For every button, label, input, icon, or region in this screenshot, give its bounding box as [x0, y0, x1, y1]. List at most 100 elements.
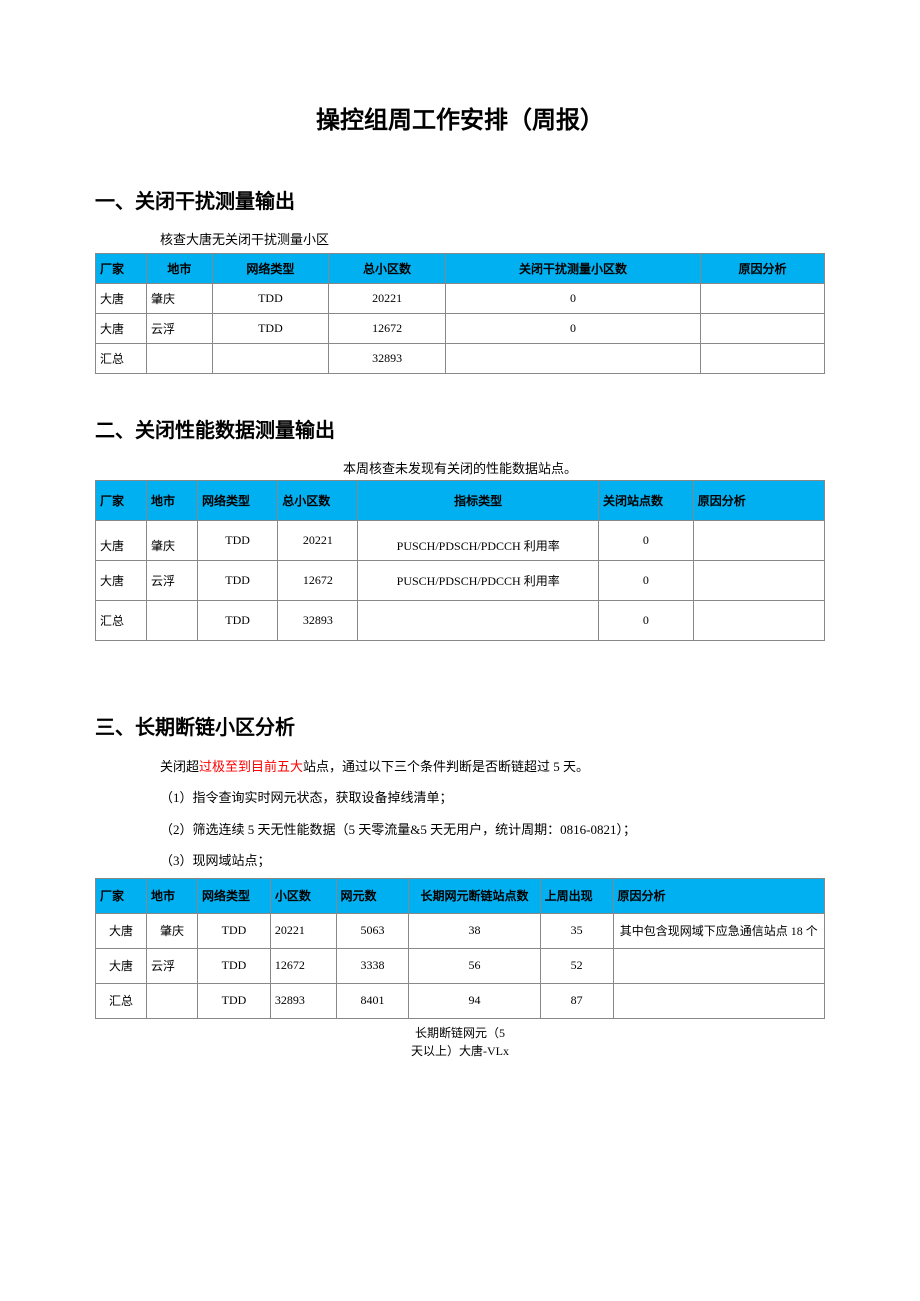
cell-city — [147, 983, 198, 1018]
page-title: 操控组周工作安排（周报） — [95, 100, 825, 135]
table3-col-cells: 小区数 — [270, 878, 336, 913]
cell-metric: PUSCH/PDSCH/PDCCH 利用率 — [358, 561, 599, 601]
cell-reason — [693, 561, 824, 601]
cell-city: 云浮 — [147, 948, 198, 983]
table-row: 汇总 TDD 32893 8401 94 87 — [96, 983, 825, 1018]
cell-closed: 0 — [445, 284, 700, 314]
cell-reason — [613, 948, 824, 983]
table2-col-closed: 关闭站点数 — [598, 481, 693, 521]
table-row: 汇总 32893 — [96, 344, 825, 374]
cell-lastweek: 87 — [540, 983, 613, 1018]
cell-nettype: TDD — [198, 913, 271, 948]
cell-nettype: TDD — [212, 314, 329, 344]
section1-title: 一、关闭干扰测量输出 — [95, 185, 825, 214]
table3: 厂家 地市 网络类型 小区数 网元数 长期网元断链站点数 上周出现 原因分析 大… — [95, 878, 825, 1019]
cell-city — [147, 344, 213, 374]
cell-total: 20221 — [278, 521, 358, 561]
cell-metric — [358, 601, 599, 641]
cell-total: 12672 — [329, 314, 446, 344]
table3-header-row: 厂家 地市 网络类型 小区数 网元数 长期网元断链站点数 上周出现 原因分析 — [96, 878, 825, 913]
cell-city: 肇庆 — [147, 521, 198, 561]
section3-title: 三、长期断链小区分析 — [95, 711, 825, 740]
cell-total: 32893 — [329, 344, 446, 374]
table3-col-lastweek: 上周出现 — [540, 878, 613, 913]
table3-col-elements: 网元数 — [336, 878, 409, 913]
table2-col-nettype: 网络类型 — [198, 481, 278, 521]
cell-broken: 56 — [409, 948, 540, 983]
table-row: 汇总 TDD 32893 0 — [96, 601, 825, 641]
cell-lastweek: 35 — [540, 913, 613, 948]
table2-col-metric: 指标类型 — [358, 481, 599, 521]
table1-col-total: 总小区数 — [329, 254, 446, 284]
cell-vendor: 大唐 — [96, 284, 147, 314]
cell-closed — [445, 344, 700, 374]
table1-col-city: 地市 — [147, 254, 213, 284]
section3-intro: 关闭超过极至到目前五大站点，通过以下三个条件判断是否断链超过 5 天。 — [95, 755, 825, 778]
section3-line2: （2）筛选连续 5 天无性能数据（5 天零流量&5 天无用户，统计周期：0816… — [95, 818, 825, 841]
cell-nettype: TDD — [198, 561, 278, 601]
table2-header-row: 厂家 地市 网络类型 总小区数 指标类型 关闭站点数 原因分析 — [96, 481, 825, 521]
cell-closed: 0 — [445, 314, 700, 344]
cell-city: 肇庆 — [147, 913, 198, 948]
cell-nettype: TDD — [198, 948, 271, 983]
cell-vendor: 大唐 — [96, 521, 147, 561]
cell-cells: 20221 — [270, 913, 336, 948]
cell-total: 20221 — [329, 284, 446, 314]
cell-reason — [701, 314, 825, 344]
cell-broken: 94 — [409, 983, 540, 1018]
table-row: 大唐 肇庆 TDD 20221 0 — [96, 284, 825, 314]
table-row: 大唐 肇庆 TDD 20221 5063 38 35 其中包含现网域下应急通信站… — [96, 913, 825, 948]
table1: 厂家 地市 网络类型 总小区数 关闭干扰测量小区数 原因分析 大唐 肇庆 TDD… — [95, 253, 825, 374]
cell-elements: 3338 — [336, 948, 409, 983]
cell-reason — [693, 521, 824, 561]
cell-elements: 5063 — [336, 913, 409, 948]
table2-col-total: 总小区数 — [278, 481, 358, 521]
table2-col-vendor: 厂家 — [96, 481, 147, 521]
table3-col-reason: 原因分析 — [613, 878, 824, 913]
table2-col-city: 地市 — [147, 481, 198, 521]
table-row: 大唐 云浮 TDD 12672 3338 56 52 — [96, 948, 825, 983]
cell-vendor: 汇总 — [96, 983, 147, 1018]
cell-reason — [701, 344, 825, 374]
section2-subtitle: 本周核查未发现有关闭的性能数据站点。 — [95, 458, 825, 477]
table-row: 大唐 云浮 TDD 12672 PUSCH/PDSCH/PDCCH 利用率 0 — [96, 561, 825, 601]
cell-total: 12672 — [278, 561, 358, 601]
cell-nettype — [212, 344, 329, 374]
cell-nettype: TDD — [198, 983, 271, 1018]
section3-line1: （1）指令查询实时网元状态，获取设备掉线清单； — [95, 786, 825, 809]
table1-col-vendor: 厂家 — [96, 254, 147, 284]
cell-lastweek: 52 — [540, 948, 613, 983]
footer-line2: 天以上）大唐-VLx — [411, 1044, 509, 1058]
cell-vendor: 大唐 — [96, 948, 147, 983]
table2: 厂家 地市 网络类型 总小区数 指标类型 关闭站点数 原因分析 大唐 肇庆 TD… — [95, 480, 825, 641]
cell-reason — [693, 601, 824, 641]
cell-broken: 38 — [409, 913, 540, 948]
table1-col-reason: 原因分析 — [701, 254, 825, 284]
table2-col-reason: 原因分析 — [693, 481, 824, 521]
cell-vendor: 大唐 — [96, 561, 147, 601]
cell-city: 云浮 — [147, 561, 198, 601]
intro-pre: 关闭超 — [160, 759, 199, 774]
section1-subtitle: 核查大唐无关闭干扰测量小区 — [95, 229, 825, 248]
cell-closed: 0 — [598, 561, 693, 601]
intro-red: 过极至到目前五大 — [199, 759, 303, 774]
cell-vendor: 汇总 — [96, 601, 147, 641]
cell-total: 32893 — [278, 601, 358, 641]
cell-city: 云浮 — [147, 314, 213, 344]
cell-nettype: TDD — [198, 601, 278, 641]
section2-title: 二、关闭性能数据测量输出 — [95, 414, 825, 443]
cell-metric: PUSCH/PDSCH/PDCCH 利用率 — [358, 521, 599, 561]
cell-vendor: 汇总 — [96, 344, 147, 374]
table3-col-broken: 长期网元断链站点数 — [409, 878, 540, 913]
cell-closed: 0 — [598, 601, 693, 641]
footer-text: 长期断链网元（5 天以上）大唐-VLx — [95, 1024, 825, 1060]
table1-col-nettype: 网络类型 — [212, 254, 329, 284]
intro-post: 站点，通过以下三个条件判断是否断链超过 5 天。 — [303, 759, 589, 774]
cell-nettype: TDD — [198, 521, 278, 561]
table-row: 大唐 云浮 TDD 12672 0 — [96, 314, 825, 344]
cell-cells: 32893 — [270, 983, 336, 1018]
cell-elements: 8401 — [336, 983, 409, 1018]
footer-line1: 长期断链网元（5 — [415, 1026, 505, 1040]
section3-line3: （3）现网域站点； — [95, 849, 825, 872]
table3-col-city: 地市 — [147, 878, 198, 913]
